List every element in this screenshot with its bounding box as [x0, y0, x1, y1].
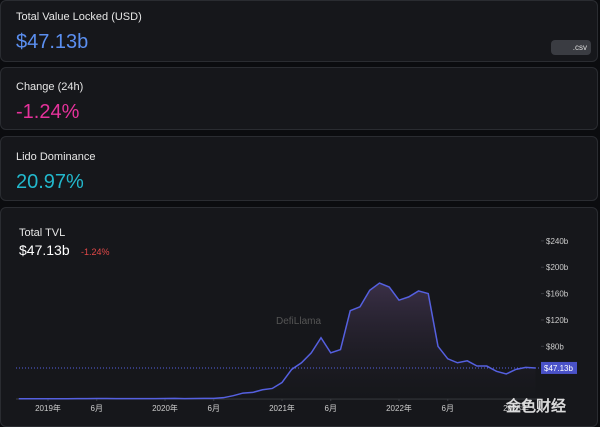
x-tick-label: 2019年 — [35, 403, 61, 413]
x-tick-label: 6月 — [442, 404, 454, 413]
change-card: Change (24h) -1.24% — [0, 67, 598, 130]
y-tick-label: $160b — [546, 290, 569, 299]
y-tick-label: $120b — [546, 316, 569, 325]
tvl-line — [18, 282, 536, 400]
area-fill — [18, 283, 536, 399]
card-label: Change (24h) — [16, 81, 84, 93]
current-tag-label: $47.13b — [544, 364, 573, 373]
x-tick-label: 6月 — [208, 404, 220, 413]
card-value: $47.13b — [16, 31, 89, 53]
x-tick-label: 2023年 — [503, 403, 529, 413]
csv-button[interactable]: .csv — [551, 40, 591, 55]
watermark: DefiLlama — [276, 316, 321, 327]
y-tick-label: $200b — [546, 263, 569, 272]
y-tick-label: $80b — [546, 342, 564, 351]
chart-headline: $47.13b — [19, 242, 70, 258]
current-tag — [541, 361, 577, 374]
x-tick-label: 2022年 — [386, 403, 412, 413]
y-tick-label: $240b — [546, 237, 569, 246]
card-label: Total Value Locked (USD) — [16, 11, 142, 23]
chart-change: -1.24% — [81, 247, 110, 257]
dominance-card: Lido Dominance 20.97% — [0, 136, 598, 201]
chart-card: Total TVL $47.13b -1.24% DefiLlama 2019年… — [0, 207, 598, 427]
tvl-card: Total Value Locked (USD) $47.13b .csv — [0, 0, 598, 62]
chart: Total TVL $47.13b -1.24% DefiLlama 2019年… — [16, 227, 577, 415]
x-tick-label: 2020年 — [152, 403, 178, 413]
x-tick-label: 6月 — [325, 404, 337, 413]
x-tick-label: 6月 — [91, 404, 103, 413]
card-label: Lido Dominance — [16, 151, 96, 163]
x-tick-label: 2021年 — [269, 403, 295, 413]
watermark: 金色财经 — [505, 397, 566, 415]
chart-title: Total TVL — [19, 227, 65, 239]
card-value: 20.97% — [16, 171, 84, 193]
card-value: -1.24% — [16, 101, 80, 123]
